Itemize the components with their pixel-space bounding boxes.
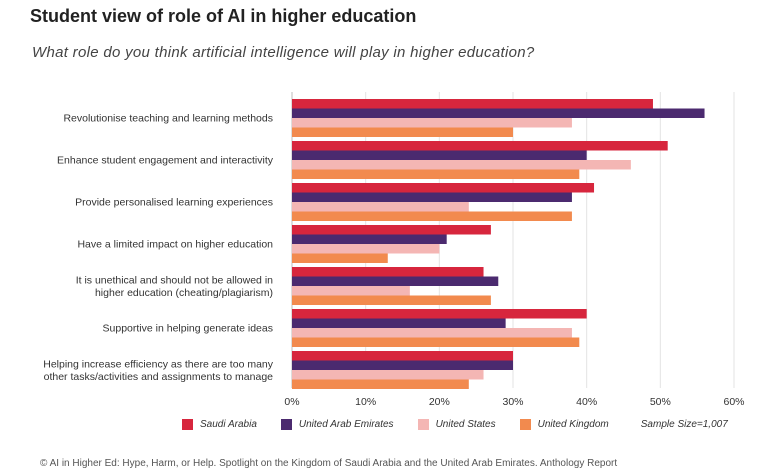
legend: Saudi Arabia United Arab Emirates United… <box>182 419 728 430</box>
bar-united-arab-emirates <box>292 150 587 160</box>
legend-swatch-united-states <box>417 419 429 430</box>
category-label-line: Provide personalised learning experience… <box>75 197 273 209</box>
legend-swatch-united-kingdom <box>519 419 531 430</box>
category-label: It is unethical and should not be allowe… <box>76 274 273 299</box>
category-label-line: Enhance student engagement and interacti… <box>57 155 274 167</box>
legend-item-united-states: United States <box>417 419 496 430</box>
x-tick-label: 10% <box>355 396 376 408</box>
bar-united-states <box>292 328 572 338</box>
legend-swatch-saudi-arabia <box>182 419 193 430</box>
legend-label-uae: United Arab Emirates <box>298 419 394 430</box>
bar-united-arab-emirates <box>292 234 447 244</box>
legend-swatch-uae <box>280 419 292 430</box>
x-tick-label: 30% <box>502 396 523 408</box>
category-label-line: Supportive in helping generate ideas <box>103 323 273 335</box>
legend-item-united-kingdom: United Kingdom <box>519 419 609 430</box>
bar-united-states <box>292 118 572 128</box>
chart-title: Student view of role of AI in higher edu… <box>30 6 417 26</box>
bar-saudi-arabia <box>292 183 595 193</box>
category-label: Enhance student engagement and interacti… <box>57 155 274 167</box>
bar-united-states <box>292 244 440 254</box>
bar-united-states <box>292 160 631 170</box>
category-label-line: higher education (cheating/plagiarism) <box>95 287 273 299</box>
bar-united-kingdom <box>292 169 580 179</box>
bar-saudi-arabia <box>292 99 653 109</box>
category-label: Revolutionise teaching and learning meth… <box>63 113 273 125</box>
category-label-line: Revolutionise teaching and learning meth… <box>63 113 273 125</box>
bar-saudi-arabia <box>292 141 668 151</box>
category-label: Supportive in helping generate ideas <box>103 323 273 335</box>
bar-saudi-arabia <box>292 267 484 277</box>
bar-united-states <box>292 286 410 296</box>
bar-united-states <box>292 370 484 380</box>
bar-united-kingdom <box>292 379 469 389</box>
bar-united-kingdom <box>292 253 388 263</box>
category-label-line: other tasks/activities and assignments t… <box>44 371 274 383</box>
legend-item-saudi-arabia: Saudi Arabia <box>182 419 257 430</box>
category-label: Have a limited impact on higher educatio… <box>77 239 273 251</box>
x-tick-label: 20% <box>429 396 450 408</box>
bar-united-states <box>292 202 469 212</box>
category-label-line: Have a limited impact on higher educatio… <box>77 239 273 251</box>
category-label: Helping increase efficiency as there are… <box>43 358 274 383</box>
x-tick-label: 60% <box>723 396 744 408</box>
category-label-line: Helping increase efficiency as there are… <box>43 358 274 370</box>
bar-saudi-arabia <box>292 225 491 235</box>
bar-united-kingdom <box>292 295 491 305</box>
x-tick-label: 0% <box>284 396 299 408</box>
x-tick-label: 50% <box>650 396 671 408</box>
bar-saudi-arabia <box>292 351 513 361</box>
bar-united-kingdom <box>292 127 513 137</box>
legend-item-uae: United Arab Emirates <box>280 419 394 430</box>
source-footer: © AI in Higher Ed: Hype, Harm, or Help. … <box>40 458 618 469</box>
x-tick-label: 40% <box>576 396 597 408</box>
bar-united-arab-emirates <box>292 276 499 286</box>
category-label-line: It is unethical and should not be allowe… <box>76 274 273 286</box>
legend-label-saudi-arabia: Saudi Arabia <box>200 419 257 430</box>
bar-united-kingdom <box>292 337 580 347</box>
bar-united-arab-emirates <box>292 108 705 118</box>
bar-saudi-arabia <box>292 309 587 319</box>
bar-united-arab-emirates <box>292 360 513 370</box>
legend-label-united-kingdom: United Kingdom <box>537 419 609 430</box>
category-label: Provide personalised learning experience… <box>75 197 273 209</box>
chart-subtitle: What role do you think artificial intell… <box>32 44 535 61</box>
bar-united-kingdom <box>292 211 572 221</box>
bar-united-arab-emirates <box>292 192 572 202</box>
sample-size-label: Sample Size=1,007 <box>640 419 728 430</box>
bar-united-arab-emirates <box>292 318 506 328</box>
legend-label-united-states: United States <box>435 419 496 430</box>
